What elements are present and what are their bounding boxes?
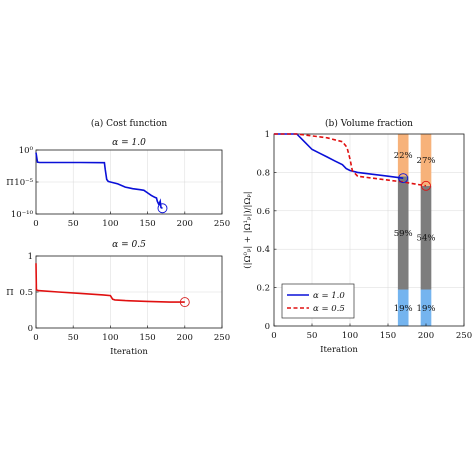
cost-line-alpha-05 <box>35 263 185 303</box>
x-tick-label: 150 <box>139 333 155 343</box>
x-tick-label: 0 <box>271 331 276 341</box>
y-axis-label-b: (|Ω⁰ₚ| + |Ω¹ₚ|)/|Ωₚ| <box>242 191 253 268</box>
end-marker-b <box>398 173 409 184</box>
bar-segment <box>397 176 409 290</box>
x-tick-label: 200 <box>418 331 434 341</box>
x-tick-label: 250 <box>456 331 472 341</box>
cost-line-alpha-1 <box>35 152 163 209</box>
axes-frame-b <box>273 133 465 327</box>
x-tick-label: 50 <box>68 219 79 229</box>
y-tick-label: 0.5 <box>19 288 33 298</box>
y-tick-label: 0 <box>28 324 33 334</box>
y-tick-label: 1 <box>28 252 33 262</box>
bar-segment-label: 19% <box>417 304 436 314</box>
y-tick-label: 0.6 <box>256 207 270 217</box>
x-tick-label: 0 <box>33 219 38 229</box>
bar-segment <box>420 134 432 186</box>
legend-label: α = 1.0 <box>313 291 345 301</box>
x-tick-label: 250 <box>214 333 230 343</box>
panel-b-title: (b) Volume fraction <box>325 118 413 129</box>
bar-segment-label: 59% <box>394 229 413 239</box>
panel-a-title: (a) Cost function <box>91 118 168 129</box>
bar-segment <box>420 289 432 326</box>
y-tick-label: 10⁻⁵ <box>14 178 33 188</box>
y-tick-label: 0.4 <box>256 245 270 255</box>
alpha-1-subtitle: α = 1.0 <box>112 138 146 148</box>
x-tick-label: 50 <box>307 331 318 341</box>
x-tick-label: 200 <box>177 333 193 343</box>
legend-label: α = 0.5 <box>313 304 345 314</box>
y-tick-label: 0 <box>265 322 270 332</box>
bar-segment-label: 27% <box>417 156 436 166</box>
volume-line-alpha-1 <box>274 133 404 179</box>
x-axis-label-a: Iteration <box>110 347 148 357</box>
x-tick-label: 250 <box>214 219 230 229</box>
y-tick-label: 0.8 <box>256 168 270 178</box>
bar-segment <box>420 185 432 290</box>
x-tick-label: 0 <box>33 333 38 343</box>
x-tick-label: 100 <box>342 331 358 341</box>
x-axis-label-b: Iteration <box>320 345 358 355</box>
bar-segment-label: 22% <box>394 151 413 161</box>
end-marker-alpha-1 <box>157 203 168 214</box>
y-tick-label: 0.2 <box>256 284 270 294</box>
bar-segment <box>397 134 409 177</box>
x-tick-label: 50 <box>68 333 79 343</box>
y-axis-label-a-bottom: Π <box>6 288 13 298</box>
alpha-05-subtitle: α = 0.5 <box>112 240 146 250</box>
x-tick-label: 200 <box>177 219 193 229</box>
y-tick-label: 10⁻¹⁰ <box>11 210 34 220</box>
end-marker-b <box>421 180 431 191</box>
end-marker-alpha-05 <box>179 297 190 308</box>
bar-segment <box>397 289 409 326</box>
x-tick-label: 150 <box>139 219 155 229</box>
bar-segment-label: 54% <box>417 234 436 244</box>
x-tick-label: 100 <box>102 333 118 343</box>
x-tick-label: 150 <box>380 331 396 341</box>
x-tick-label: 100 <box>102 219 118 229</box>
legend-box <box>281 283 355 319</box>
y-tick-label: 1 <box>265 130 270 140</box>
volume-line-alpha-05 <box>274 133 427 187</box>
y-axis-label-a-top: Π <box>6 178 13 188</box>
bar-segment-label: 19% <box>394 304 413 314</box>
y-tick-label: 10⁰ <box>19 146 34 156</box>
